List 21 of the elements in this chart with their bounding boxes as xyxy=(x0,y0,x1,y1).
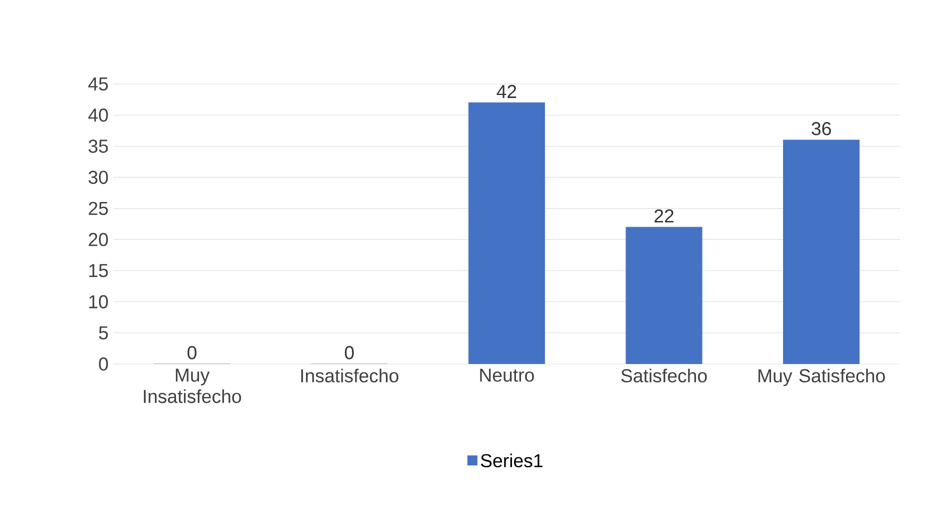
data-label: 0 xyxy=(188,346,196,360)
y-tick-label: 25 xyxy=(88,202,108,216)
y-tick-label: 5 xyxy=(99,326,108,340)
y-tick-label: 45 xyxy=(88,78,108,91)
y-tick-label: 0 xyxy=(98,358,108,371)
data-label: 36 xyxy=(812,122,831,136)
y-tick-label: 35 xyxy=(88,140,108,153)
x-tick-label: Muy Satisfecho xyxy=(758,368,885,386)
x-tick-label: Insatisfecho xyxy=(301,368,398,383)
x-tick-label: Muy Insatisfecho xyxy=(144,368,242,404)
legend-label: Series1 xyxy=(480,454,542,468)
y-tick-label: 15 xyxy=(89,264,108,278)
x-tick-label: Satisfecho xyxy=(621,368,707,383)
y-tick-label: 40 xyxy=(88,108,108,122)
y-tick-label: 30 xyxy=(88,170,108,184)
data-label: 42 xyxy=(496,85,516,98)
y-tick-label: 10 xyxy=(89,295,108,309)
x-tick-label: Neutro xyxy=(480,368,534,382)
data-label: 0 xyxy=(344,346,354,360)
data-label: 22 xyxy=(654,210,674,223)
y-tick-label: 20 xyxy=(88,233,108,246)
